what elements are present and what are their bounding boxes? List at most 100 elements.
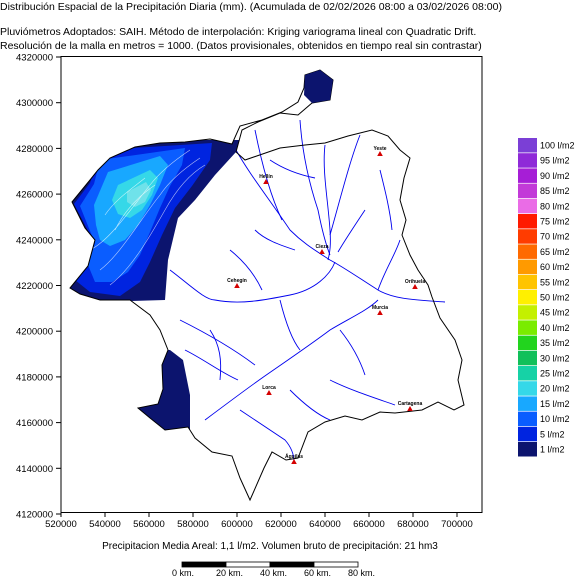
- scale-label: 0 km.: [172, 568, 195, 578]
- scale-segment: [269, 561, 315, 568]
- river-guadalentin: [204, 299, 379, 421]
- river-segura: [235, 149, 446, 303]
- city-label: Orihuela: [405, 279, 426, 285]
- river: [269, 159, 316, 179]
- legend-label: 75 l/m2: [540, 217, 570, 227]
- city-marker-icon: [263, 179, 269, 184]
- y-tick-label: 4320000: [16, 53, 53, 64]
- legend-label: 100 l/m2: [540, 141, 575, 151]
- city-marker-icon: [266, 390, 272, 395]
- isohyet: [99, 157, 201, 271]
- basin-outline: [69, 69, 465, 502]
- legend-swatch: [518, 396, 537, 411]
- river: [209, 329, 222, 381]
- legend-swatch: [518, 366, 537, 381]
- river: [214, 261, 336, 303]
- city-label: Águilas: [285, 453, 303, 460]
- x-tick-label: 680000: [397, 519, 429, 530]
- legend-label: 50 l/m2: [540, 293, 570, 303]
- legend-swatch: [518, 198, 537, 214]
- river: [184, 349, 239, 381]
- legend-swatch: [518, 229, 537, 244]
- scale-segment: [313, 561, 359, 568]
- legend-label: 95 l/m2: [540, 156, 570, 166]
- legend-label: 5 l/m2: [540, 429, 565, 439]
- y-tick-label: 4220000: [16, 281, 53, 292]
- x-tick-label: 660000: [353, 519, 385, 530]
- legend-label: 45 l/m2: [540, 308, 570, 318]
- plot-area: 4320000 4300000 4280000 4260000 4240000 42200…: [16, 53, 483, 531]
- legend-swatch: [518, 335, 537, 351]
- legend-swatch: [518, 411, 537, 427]
- city-label: Hellín: [259, 174, 273, 180]
- scale-segment: [181, 561, 227, 568]
- river: [329, 379, 396, 406]
- legend-label: 65 l/m2: [540, 247, 570, 257]
- areal-summary: Precipitacion Media Areal: 1,1 l/m2. Vol…: [102, 541, 438, 552]
- legend-label: 10 l/m2: [540, 414, 570, 424]
- scale-label: 40 km.: [260, 568, 288, 578]
- legend-swatch: [518, 168, 537, 183]
- city-label: Cieza: [315, 244, 328, 250]
- isohyet: [89, 149, 191, 251]
- legend-label: 55 l/m2: [540, 277, 570, 287]
- legend-label: 80 l/m2: [540, 201, 570, 211]
- y-tick-label: 4280000: [16, 144, 53, 155]
- x-tick-label: 520000: [45, 519, 77, 530]
- scale-bar: [181, 561, 359, 568]
- legend-swatch: [518, 183, 537, 199]
- axes: 4320000 4300000 4280000 4260000 4240000 42200…: [16, 53, 473, 531]
- legend-swatch: [518, 426, 537, 442]
- y-tick-label: 4300000: [16, 98, 53, 109]
- isohyet: [104, 177, 146, 216]
- city-label: Cehegín: [227, 278, 247, 284]
- y-tick-label: 4120000: [16, 510, 53, 521]
- city-marker-icon: [234, 283, 240, 288]
- river: [229, 249, 263, 291]
- zone-25mm: [127, 182, 151, 207]
- legend-label: 1 l/m2: [540, 445, 565, 455]
- scale-label: 80 km.: [348, 568, 376, 578]
- x-tick-label: 540000: [89, 519, 121, 530]
- x-tick-label: 620000: [265, 519, 297, 530]
- x-tick-label: 600000: [221, 519, 253, 530]
- x-tick-label: 560000: [133, 519, 165, 530]
- zone-1mm-north: [304, 70, 333, 103]
- x-tick-label: 700000: [441, 519, 473, 530]
- river: [323, 144, 331, 261]
- city-marker-icon: [291, 459, 297, 464]
- x-tick-label: 580000: [177, 519, 209, 530]
- legend-swatch: [518, 442, 537, 457]
- legend-swatch: [518, 138, 537, 153]
- river: [254, 129, 283, 221]
- legend-swatch: [518, 381, 537, 396]
- city-label: Murcia: [372, 305, 388, 311]
- method-line: Pluviómetros Adoptados: SAIH. Método de …: [0, 26, 477, 38]
- river: [169, 269, 216, 301]
- legend-label: 60 l/m2: [540, 262, 570, 272]
- plot-frame: [60, 56, 483, 513]
- city-marker-icon: [319, 249, 325, 254]
- river: [179, 319, 256, 366]
- river: [289, 389, 331, 421]
- legend-swatch: [518, 274, 537, 290]
- scale-segment: [225, 561, 271, 568]
- legend-swatch: [518, 320, 537, 335]
- river: [379, 169, 393, 231]
- legend-swatch: [518, 214, 537, 229]
- river: [339, 329, 366, 376]
- city-marker-icon: [407, 406, 413, 411]
- legend-label: 90 l/m2: [540, 171, 570, 181]
- precipitation-field: [70, 140, 240, 440]
- legend-swatch: [518, 350, 537, 366]
- legend-swatch: [518, 259, 537, 275]
- river: [254, 229, 296, 251]
- legend-label: 70 l/m2: [540, 232, 570, 242]
- y-tick-label: 4200000: [16, 327, 53, 338]
- river-network: [169, 119, 446, 463]
- map-title: Distribución Espacial de la Precipitació…: [0, 1, 502, 13]
- scale-label: 20 km.: [216, 568, 244, 578]
- river: [279, 299, 301, 351]
- city-markers: Yeste Hellín Cieza Cehegín Murcia Orihuela Lor…: [227, 146, 425, 464]
- scale-label: 60 km.: [304, 568, 332, 578]
